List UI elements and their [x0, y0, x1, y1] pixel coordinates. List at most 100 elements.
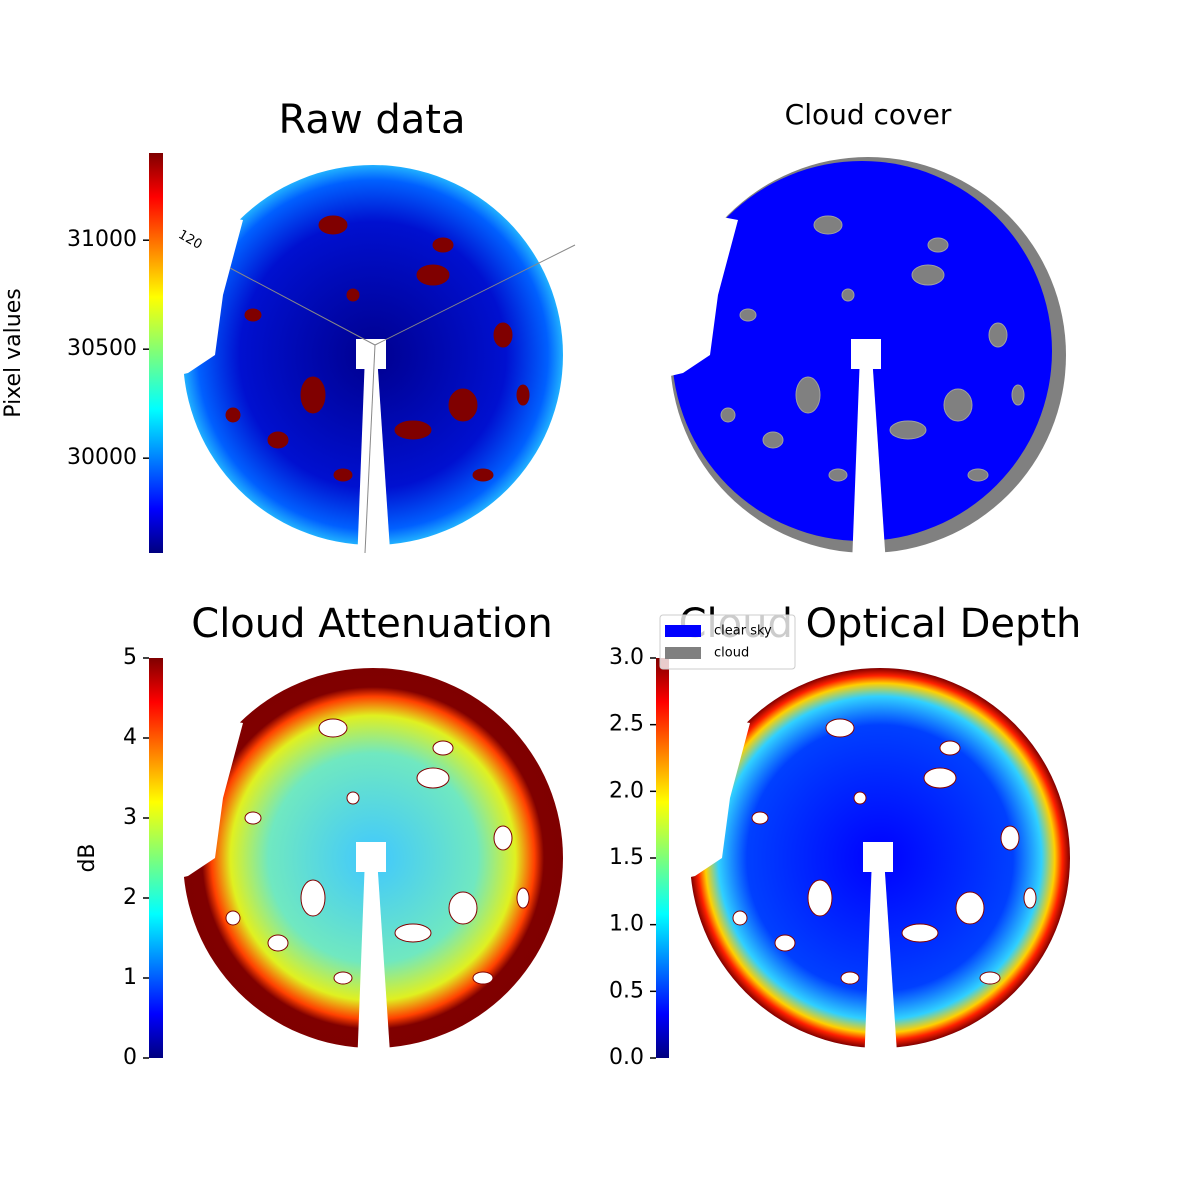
legend-label: cloud — [714, 646, 749, 661]
cloud-blob — [416, 264, 450, 286]
cloud-blob — [1000, 825, 1020, 851]
panel: Cloud cover — [653, 98, 1066, 565]
cloud-blob — [911, 264, 945, 286]
cloud-blob — [300, 879, 326, 917]
cloud-blob — [225, 407, 241, 423]
tick-label: 4 — [123, 725, 137, 750]
cloud-blob — [840, 971, 860, 985]
cloud-blob — [889, 420, 927, 440]
tick-label: 0.5 — [609, 978, 644, 1003]
cloud-blob — [901, 923, 939, 943]
mask-wedge — [357, 355, 391, 565]
tick-label: 3 — [123, 805, 137, 830]
cloud-blob — [318, 718, 348, 738]
cloud-blob — [979, 971, 1001, 985]
colorbar — [656, 658, 669, 1058]
panel-title: Raw data — [279, 97, 466, 143]
cloud-blob — [267, 934, 289, 952]
cloud-blob — [493, 322, 513, 348]
tick-label: 2.5 — [609, 712, 644, 737]
tick-label: 2 — [123, 885, 137, 910]
cloud-blob — [967, 468, 989, 482]
cloud-blob — [988, 322, 1008, 348]
cloud-blob — [472, 468, 494, 482]
tick-label: 0 — [123, 1045, 137, 1070]
cloud-blob — [955, 891, 985, 925]
mask-pole — [356, 339, 386, 369]
tick-label: 30500 — [67, 336, 137, 361]
cloud-blob — [1023, 887, 1037, 909]
cloud-blob — [825, 718, 855, 738]
cloud-blob — [432, 740, 454, 756]
cloud-blob — [853, 791, 867, 805]
cloud-blob — [333, 468, 353, 482]
tick-label: 2.0 — [609, 778, 644, 803]
mask-notch — [665, 708, 750, 883]
tick-label: 1.5 — [609, 845, 644, 870]
colorbar — [149, 658, 163, 1058]
cloud-blob — [472, 971, 494, 985]
cloud-blob — [795, 376, 821, 414]
cloud-blob — [394, 923, 432, 943]
cloud-blob — [225, 910, 241, 926]
cloud-blob — [416, 767, 450, 789]
cloud-blob — [346, 288, 360, 302]
cloud-blob — [732, 910, 748, 926]
mask-wedge — [852, 355, 886, 565]
legend-swatch — [665, 625, 701, 637]
mask-pole — [356, 842, 386, 872]
cloud-blob — [807, 879, 833, 917]
mask-notch — [653, 205, 738, 380]
cloud-blob — [762, 431, 784, 449]
axis-label: dB — [75, 843, 100, 872]
cloud-blob — [493, 825, 513, 851]
tick-label: 30000 — [67, 445, 137, 470]
cloud-blob — [448, 891, 478, 925]
tick-label: 1.0 — [609, 912, 644, 937]
cloud-blob — [813, 215, 843, 235]
axis-label: Pixel values — [1, 288, 26, 417]
tick-label: 3.0 — [609, 645, 644, 670]
cloud-blob — [394, 420, 432, 440]
cloud-blob — [516, 384, 530, 406]
cloud-blob — [300, 376, 326, 414]
tick-label: 5 — [123, 645, 137, 670]
grid-decor — [374, 244, 576, 346]
cloud-blob — [939, 740, 961, 756]
mask-notch — [158, 205, 243, 380]
mask-pole — [863, 842, 893, 872]
cloud-blob — [927, 237, 949, 253]
cloud-blob — [739, 308, 757, 322]
cloud-blob — [448, 388, 478, 422]
cloud-blob — [318, 215, 348, 235]
cloud-blob — [346, 791, 360, 805]
cloud-blob — [923, 767, 957, 789]
tick-label: 31000 — [67, 227, 137, 252]
cloud-blob — [751, 811, 769, 825]
tick-label: 1 — [123, 965, 137, 990]
cloud-blob — [516, 887, 530, 909]
colorbar — [149, 153, 163, 553]
cloud-blob — [841, 288, 855, 302]
cloud-blob — [720, 407, 736, 423]
tick-label: 0.0 — [609, 1045, 644, 1070]
mask-wedge — [864, 858, 898, 1068]
mask-notch — [158, 708, 243, 883]
legend-label: clear sky — [714, 624, 772, 639]
panel-title: Cloud Attenuation — [191, 601, 552, 647]
grid-decor — [229, 267, 376, 346]
grid-decor — [364, 344, 376, 554]
cloud-blob — [432, 237, 454, 253]
cloud-blob — [828, 468, 848, 482]
cloud-blob — [267, 431, 289, 449]
cloud-blob — [244, 811, 262, 825]
cloud-blob — [244, 308, 262, 322]
cloud-blob — [943, 388, 973, 422]
mask-wedge — [357, 858, 391, 1068]
cloud-blob — [1011, 384, 1025, 406]
legend-swatch — [665, 647, 701, 659]
mask-pole — [851, 339, 881, 369]
